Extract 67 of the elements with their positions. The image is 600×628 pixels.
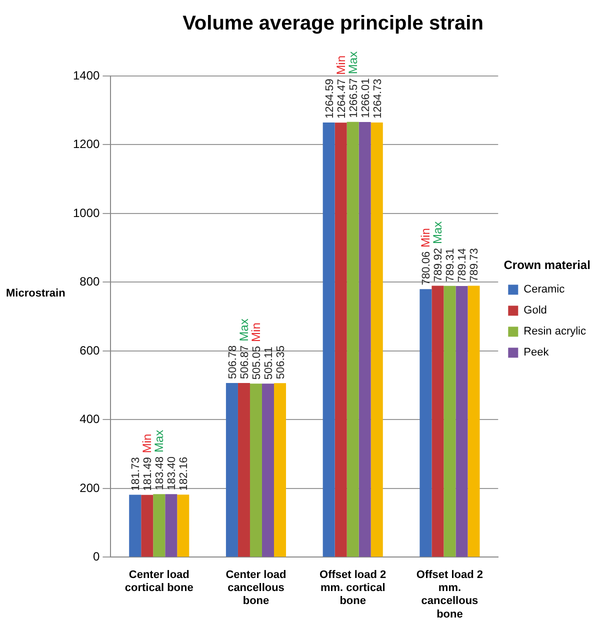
bar [238, 382, 250, 557]
bar [346, 122, 359, 557]
data-label: 1264.73 [372, 78, 384, 118]
data-label: 1266.57 [348, 78, 360, 118]
bar [165, 494, 178, 557]
legend-title: Crown material [504, 258, 590, 272]
bar [322, 122, 335, 557]
bar [141, 494, 154, 557]
bar [226, 383, 238, 557]
data-label: 506.35 [275, 346, 288, 380]
data-label: 1264.47 [336, 78, 348, 119]
data-label: 789.31 [444, 248, 457, 282]
data-label: 183.48 [154, 456, 166, 490]
bar [456, 286, 468, 557]
bar [334, 122, 347, 557]
data-label: 1266.01 [360, 78, 372, 118]
x-tick-label: Center load cortical bone [124, 568, 194, 594]
y-tick-label: 1200 [72, 137, 100, 152]
data-label: 505.05 [250, 346, 263, 380]
x-tick-label: Center load cancellous bone [226, 568, 286, 608]
text: Max [346, 51, 360, 74]
annotation: Max [430, 221, 445, 244]
bar [420, 289, 432, 557]
data-label: 506.87 [238, 345, 251, 379]
data-label: 505.11 [263, 346, 276, 380]
annotation: Min [248, 322, 263, 342]
bar [250, 384, 262, 557]
legend-label: Peek [524, 346, 550, 359]
data-label: 1264.59 [324, 78, 336, 119]
text: Min [334, 55, 348, 75]
x-tick-label: Offset load 2 mm. cortical bone [320, 568, 386, 608]
data-label: 183.40 [166, 456, 178, 490]
annotation: Min [140, 434, 154, 454]
data-label: 181.73 [130, 457, 142, 491]
y-tick-label: 600 [80, 343, 100, 358]
y-tick-label: 1000 [72, 206, 100, 220]
chart-title: Volume average principle strain [182, 12, 484, 35]
legend-label: Gold [524, 304, 547, 317]
bar [177, 494, 190, 557]
annotation: Min [418, 228, 433, 248]
data-label: 182.16 [178, 456, 190, 491]
data-label: 780.06 [420, 251, 433, 286]
bar [262, 384, 274, 557]
annotation: Max [152, 430, 166, 452]
legend-label: Ceramic [524, 284, 566, 296]
bar [444, 286, 456, 557]
data-label: 789.73 [468, 248, 481, 282]
y-tick-label: 0 [93, 550, 100, 564]
bar [468, 286, 480, 557]
bar [370, 122, 383, 557]
data-label: 789.92 [432, 248, 445, 282]
bar [274, 383, 286, 557]
data-label: 789.14 [456, 248, 469, 282]
y-tick-label: 400 [80, 412, 100, 426]
bar [358, 122, 371, 557]
y-tick-label: 1400 [72, 68, 100, 82]
y-tick-label: 800 [80, 274, 100, 289]
bar [129, 494, 142, 557]
bar [432, 286, 444, 557]
bar [153, 494, 166, 557]
data-label: 181.49 [142, 457, 154, 491]
y-tick-label: 200 [80, 480, 100, 495]
x-tick-label: Offset load 2 mm. cancellous bone [416, 568, 484, 620]
legend-label: Resin acrylic [524, 326, 586, 338]
annotation: Max [236, 318, 251, 342]
data-label: 506.78 [226, 345, 239, 380]
y-axis-title: Microstrain [6, 288, 66, 300]
